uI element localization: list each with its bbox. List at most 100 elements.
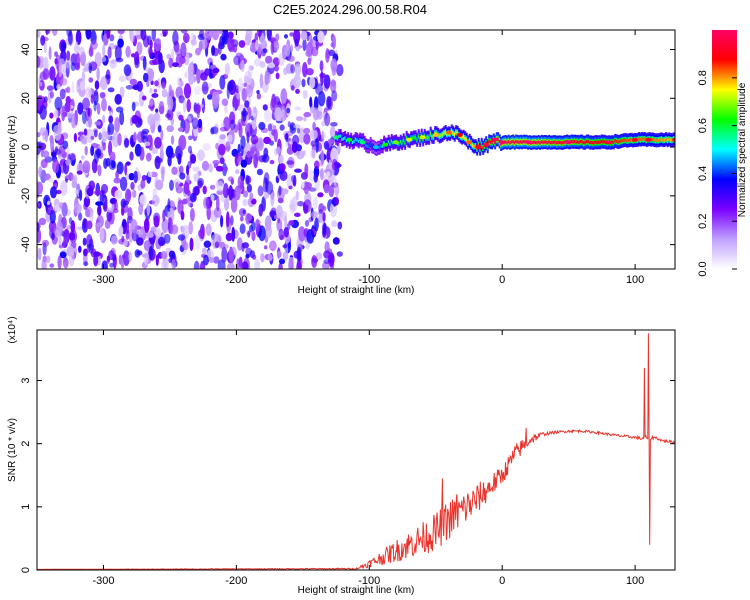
ridge-point (419, 135, 426, 140)
noise-blob (167, 198, 171, 213)
noise-blob (136, 229, 144, 236)
noise-blob (162, 31, 167, 37)
noise-blob (251, 221, 256, 232)
noise-blob (110, 198, 115, 204)
ridge-segment (600, 139, 603, 144)
noise-blob (58, 58, 66, 74)
noise-blob (150, 226, 157, 233)
noise-blob (38, 166, 43, 178)
noise-blob (287, 55, 295, 62)
ridge-segment (411, 136, 414, 140)
noise-blob (107, 207, 114, 213)
noise-blob (293, 30, 301, 44)
noise-blob (211, 30, 220, 41)
noise-blob (179, 56, 186, 64)
ridge-segment (612, 140, 615, 144)
noise-blob (157, 124, 162, 133)
ridge-segment (422, 137, 425, 141)
ridge-segment (519, 140, 522, 144)
noise-blob (320, 150, 325, 165)
noise-blob (59, 251, 67, 259)
noise-blob (37, 228, 42, 244)
noise-blob (89, 211, 94, 222)
ridge-segment (473, 144, 476, 149)
ridge-segment (450, 129, 453, 133)
colorbar-label: Normalized spectral amplitude (737, 82, 748, 217)
noise-blob (267, 123, 273, 132)
ridge-segment (534, 140, 537, 145)
noise-blob (59, 88, 66, 100)
noise-blob (128, 251, 133, 262)
noise-blob (246, 183, 253, 193)
noise-blob (192, 166, 200, 172)
noise-blob (270, 40, 275, 55)
noise-blob (141, 253, 150, 258)
colorbar-tick-label: 0.0 (697, 261, 709, 276)
spectrogram-xlabel: Height of straight line (km) (298, 285, 415, 296)
noise-blob (86, 187, 94, 197)
noise-blob (82, 237, 87, 246)
noise-blob (328, 49, 336, 57)
noise-blob (127, 207, 133, 221)
ridge-segment (668, 137, 671, 141)
noise-blob (49, 112, 54, 119)
noise-blob (155, 108, 159, 113)
noise-blob (131, 114, 139, 124)
noise-blob (175, 181, 180, 191)
noise-blob (83, 261, 89, 267)
ridge-segment (669, 138, 672, 142)
noise-blob (122, 250, 130, 266)
ridge-segment (587, 139, 590, 144)
noise-blob (322, 222, 327, 236)
noise-blob (328, 159, 332, 169)
noise-blob (99, 92, 106, 99)
noise-blob (276, 250, 282, 258)
noise-blob (115, 106, 124, 113)
noise-blob (278, 258, 286, 265)
colorbar-tick-label: 0.6 (697, 118, 709, 133)
noise-blob (296, 150, 305, 160)
noise-blob (101, 260, 108, 269)
ridge-segment (456, 131, 459, 135)
noise-blob (66, 50, 71, 61)
noise-blob (110, 235, 118, 245)
noise-blob (49, 66, 56, 81)
noise-blob (146, 80, 150, 88)
noise-blob (134, 249, 141, 258)
ridge-segment (570, 139, 573, 144)
ridge-segment (639, 138, 642, 142)
noise-blob (203, 240, 212, 248)
noise-blob (161, 88, 168, 98)
noise-blob (41, 258, 47, 269)
noise-blob (217, 40, 222, 56)
noise-blob (282, 244, 288, 249)
noise-blob (90, 40, 98, 50)
noise-blob (219, 127, 227, 132)
noise-blob (178, 95, 185, 104)
y-tick-label: 20 (20, 92, 32, 104)
noise-blob (283, 227, 289, 238)
ridge-segment (599, 140, 602, 144)
noise-blob (37, 30, 41, 38)
noise-blob (303, 127, 311, 134)
noise-blob (202, 185, 207, 195)
noise-blob (85, 107, 90, 122)
noise-blob (230, 178, 234, 185)
noise-blob (160, 32, 164, 37)
ridge-segment (381, 144, 384, 148)
noise-blob (304, 219, 310, 227)
noise-blob (70, 62, 76, 72)
noise-blob (190, 60, 194, 77)
noise-blob (109, 262, 114, 268)
ridge-segment (429, 132, 432, 136)
ridge-segment (477, 143, 480, 147)
noise-blob (323, 259, 331, 264)
ridge-segment (581, 140, 584, 144)
ridge-segment (444, 130, 447, 134)
noise-blob (234, 185, 241, 201)
ridge-segment (663, 138, 666, 142)
noise-blob (182, 32, 190, 44)
noise-blob (306, 229, 315, 244)
noise-blob (294, 63, 302, 76)
noise-blob (160, 165, 166, 176)
